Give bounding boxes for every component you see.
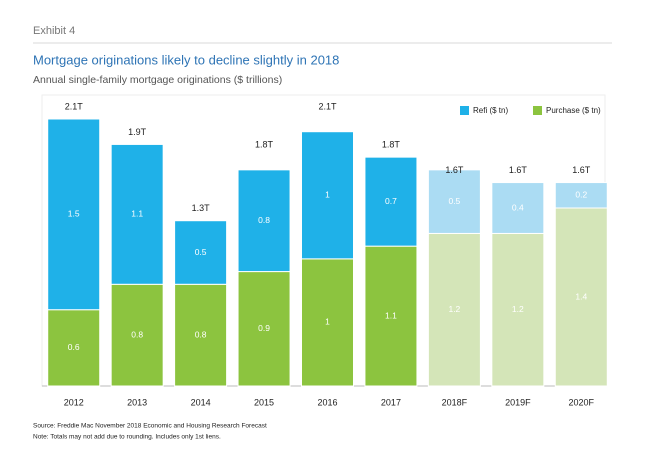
total-label: 1.8T — [255, 140, 274, 150]
total-label: 1.3T — [192, 203, 211, 213]
x-tick-label: 2014 — [191, 397, 211, 407]
segment-label: 1.5 — [68, 209, 80, 219]
x-tick-label: 2018F — [442, 397, 468, 407]
legend-label: Purchase ($ tn) — [546, 106, 601, 115]
bar-segment — [301, 258, 354, 387]
x-tick-label: 2013 — [127, 397, 147, 407]
total-label: 1.6T — [572, 165, 591, 175]
segment-label: 0.8 — [131, 329, 143, 339]
bar-segment — [174, 220, 228, 285]
segment-label: 0.8 — [195, 329, 207, 339]
bar-segment — [427, 232, 481, 387]
bar-segment — [554, 182, 608, 209]
total-label: 1.9T — [128, 127, 147, 137]
segment-label: 0.2 — [575, 190, 587, 200]
segment-label: 0.4 — [512, 202, 524, 212]
note: Note: Totals may not add due to rounding… — [33, 434, 221, 441]
segment-label: 1.4 — [575, 291, 587, 301]
legend-swatch — [460, 106, 469, 115]
bar-segment — [427, 169, 481, 234]
segment-label: 1.2 — [512, 304, 524, 314]
bar-segment — [47, 309, 101, 387]
segment-label: 0.8 — [258, 215, 270, 225]
segment-label: 1.1 — [131, 209, 143, 219]
x-tick-label: 2012 — [64, 397, 84, 407]
bar-segment — [237, 169, 291, 273]
segment-label: 1 — [325, 317, 330, 327]
x-tick-label: 2017 — [381, 397, 401, 407]
x-tick-label: 2019F — [505, 397, 531, 407]
x-tick-label: 2016 — [317, 397, 337, 407]
bar-segment — [47, 118, 101, 311]
bar-segment — [301, 131, 354, 260]
segment-label: 0.6 — [68, 342, 80, 352]
source: Source: Freddie Mac November 2018 Econom… — [33, 423, 267, 430]
segment-label: 1 — [325, 190, 330, 200]
segment-label: 0.5 — [448, 196, 460, 206]
legend-swatch — [533, 106, 542, 115]
bar-segment — [110, 143, 164, 285]
bar-segment — [237, 271, 291, 387]
total-label: 1.6T — [509, 165, 528, 175]
x-tick-label: 2020F — [569, 397, 595, 407]
segment-label: 1.1 — [385, 310, 397, 320]
total-label: 2.1T — [65, 101, 84, 111]
exhibit: Exhibit 4 — [33, 25, 75, 37]
bar-segment — [554, 207, 608, 387]
legend-label: Refi ($ tn) — [473, 106, 508, 115]
total-label: 2.1T — [318, 101, 337, 111]
bar-segment — [364, 156, 418, 247]
segment-label: 0.9 — [258, 323, 270, 333]
bar-segment — [491, 182, 545, 234]
bar-segment — [491, 232, 545, 387]
total-label: 1.6T — [445, 165, 464, 175]
total-label: 1.8T — [382, 140, 401, 150]
segment-label: 0.7 — [385, 196, 397, 206]
x-tick-label: 2015 — [254, 397, 274, 407]
bar-segment — [110, 283, 164, 387]
segment-label: 1.2 — [448, 304, 460, 314]
segment-label: 0.5 — [195, 247, 207, 257]
chart-subtitle: Annual single-family mortgage originatio… — [33, 74, 282, 86]
chart-title: Mortgage originations likely to decline … — [33, 52, 339, 67]
